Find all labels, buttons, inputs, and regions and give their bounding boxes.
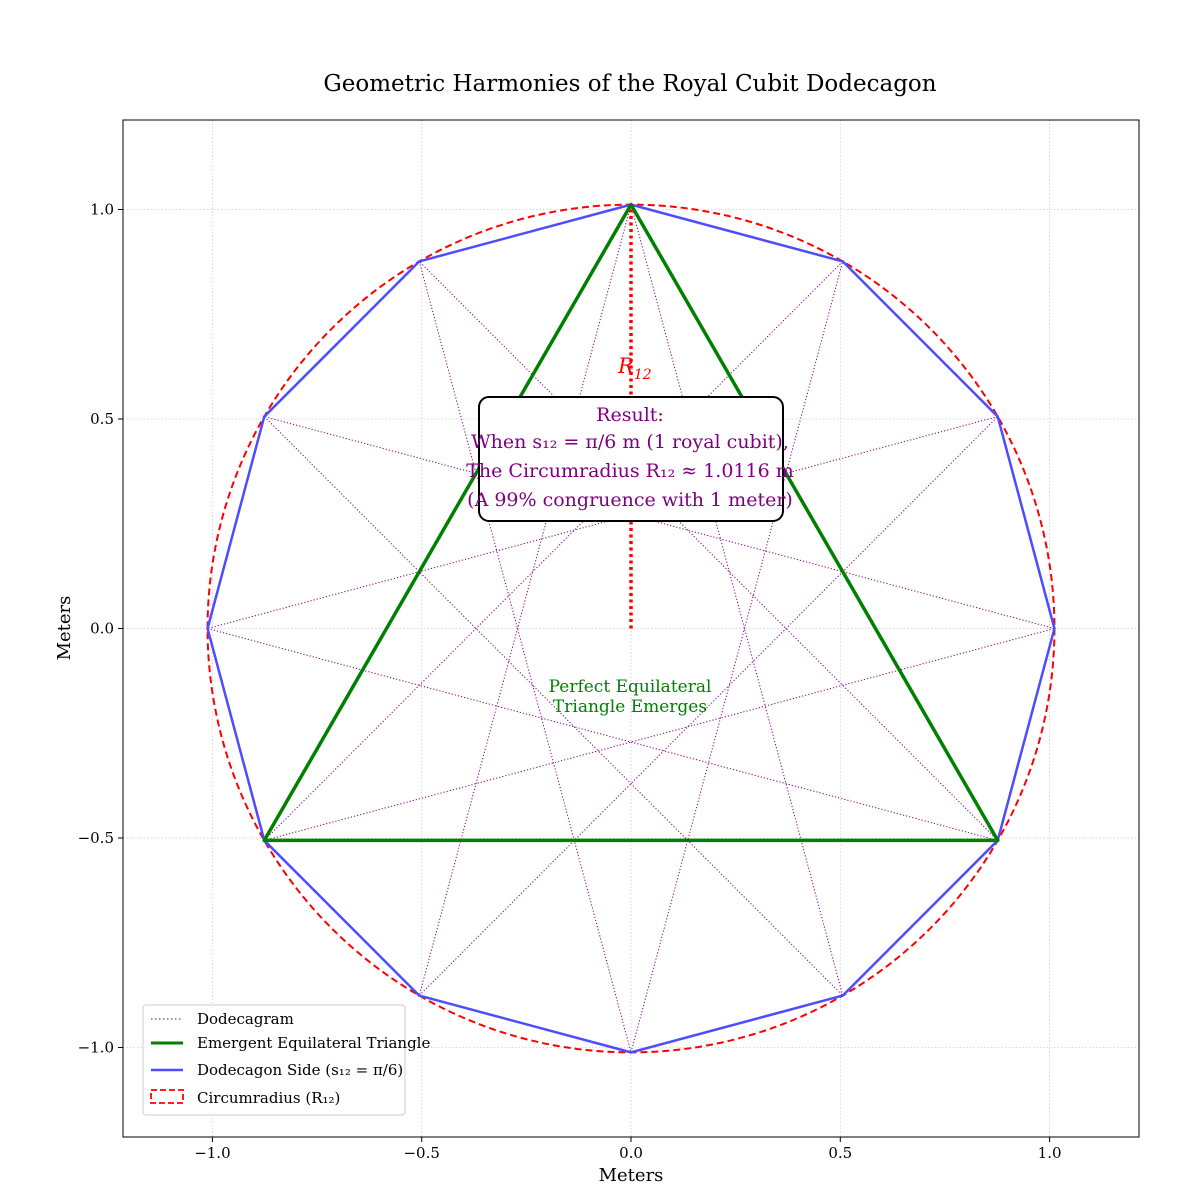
- legend-label-dodecagram: Dodecagram: [197, 1010, 294, 1028]
- dodecagon-side: [206, 627, 266, 842]
- result-line-3: The Circumradius R₁₂ ≈ 1.0116 m: [466, 460, 794, 482]
- triangle-label-line-2: Triangle Emerges: [553, 697, 707, 717]
- dodecagon-side: [418, 994, 633, 1054]
- x-tick-label: 0.0: [619, 1144, 643, 1162]
- dodecagram-segment: [207, 416, 998, 629]
- y-tick-label: 0.0: [90, 620, 114, 638]
- dodecagon-side: [841, 260, 999, 418]
- y-tick-label: −1.0: [78, 1039, 114, 1057]
- dodecagram-segment: [264, 416, 1055, 629]
- triangle-side: [262, 202, 633, 843]
- radius-label-subscript: 12: [634, 367, 652, 383]
- x-tick-label: −0.5: [403, 1144, 439, 1162]
- dodecagram-segment: [418, 204, 632, 996]
- result-box: Result: When s₁₂ = π/6 m (1 royal cubit)…: [466, 396, 794, 522]
- triangle-label-line-1: Perfect Equilateral: [549, 677, 712, 697]
- legend-frame: [142, 1004, 406, 1116]
- ticks: −1.0 −0.5 0.0 0.5 1.0 −1.0 −0.5 0.0 0.5 1.0: [78, 200, 1062, 1162]
- dodecagram-segment: [263, 261, 844, 841]
- dodecagon-side: [841, 839, 999, 997]
- dodecagon-side: [996, 627, 1056, 842]
- result-line-4: (A 99% congruence with 1 meter): [467, 489, 793, 511]
- dodecagram-segment: [418, 261, 999, 841]
- dodecagon-side: [263, 839, 421, 997]
- legend-swatch-circumradius: [150, 1089, 184, 1104]
- dodecagram-segment: [630, 261, 844, 1053]
- radius-label-text: R: [617, 354, 634, 378]
- triangle-side: [629, 202, 1000, 843]
- legend-label-triangle: Emergent Equilateral Triangle: [197, 1034, 430, 1052]
- chart-title: Geometric Harmonies of the Royal Cubit D…: [323, 71, 936, 97]
- dodecagon-side: [629, 203, 844, 263]
- radius-label: R12: [617, 354, 652, 383]
- result-line-2: When s₁₂ = π/6 m (1 royal cubit),: [471, 431, 789, 453]
- dodecagon-side: [996, 415, 1056, 630]
- x-axis-label: Meters: [599, 1165, 664, 1186]
- result-line-1: Result:: [596, 404, 664, 426]
- result-box-frame: [478, 396, 784, 522]
- dodecagon-side: [206, 415, 266, 630]
- y-tick-label: −0.5: [78, 829, 114, 847]
- y-axis-label: Meters: [54, 596, 75, 661]
- dodecagram-segment: [630, 204, 844, 996]
- dodecagram-segment: [207, 628, 998, 841]
- dodecagram-segment: [264, 628, 1055, 841]
- legend: Dodecagram Emergent Equilateral Triangle…: [142, 1004, 430, 1116]
- dodecagram-segment: [263, 416, 844, 996]
- x-tick-label: 1.0: [1038, 1144, 1062, 1162]
- plot-area: [206, 202, 1056, 1054]
- x-tick-label: −1.0: [194, 1144, 230, 1162]
- dodecagram-segment: [418, 261, 632, 1053]
- y-tick-label: 0.5: [90, 410, 114, 428]
- dodecagon-side: [629, 994, 844, 1054]
- dodecagon-side: [418, 203, 633, 263]
- dodecagram-segment: [418, 416, 999, 996]
- legend-label-dodecagon: Dodecagon Side (s₁₂ = π/6): [197, 1061, 403, 1079]
- y-tick-label: 1.0: [90, 200, 114, 218]
- dodecagon-side: [263, 260, 421, 418]
- legend-label-circumradius: Circumradius (R₁₂): [197, 1089, 340, 1107]
- x-tick-label: 0.5: [828, 1144, 852, 1162]
